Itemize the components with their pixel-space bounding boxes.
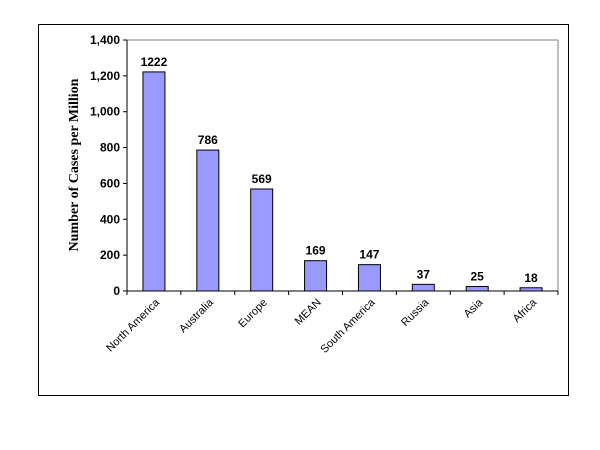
x-category-label: MEAN: [293, 297, 324, 328]
x-category-label: Asia: [462, 296, 486, 320]
y-tick-label: 1,200: [90, 69, 120, 83]
y-tick-label: 600: [100, 176, 120, 190]
data-label: 169: [306, 244, 326, 258]
y-tick-label: 0: [113, 284, 120, 298]
bar-mean: [304, 260, 328, 292]
x-category-label: Africa: [511, 296, 540, 325]
data-label: 786: [198, 133, 218, 147]
data-label: 147: [359, 248, 379, 262]
data-label: 1222: [141, 55, 168, 69]
bar-north-america: [142, 71, 166, 292]
x-category-label: Europe: [236, 297, 270, 331]
chart-frame: [38, 24, 569, 396]
bar-australia: [196, 149, 220, 292]
bar-europe: [250, 188, 274, 292]
y-tick-label: 200: [100, 248, 120, 262]
data-label: 25: [471, 270, 485, 284]
y-axis-label: Number of Cases per Million: [67, 78, 82, 251]
x-category-label: Russia: [399, 296, 432, 329]
bar-south-america: [357, 264, 381, 292]
y-tick-label: 1,000: [90, 105, 120, 119]
y-tick-label: 800: [100, 141, 120, 155]
data-label: 37: [417, 267, 431, 281]
bar-asia: [465, 286, 489, 292]
x-category-label: Australia: [177, 296, 216, 335]
x-category-label: South America: [318, 296, 378, 356]
data-label: 18: [524, 271, 538, 285]
data-label: 569: [252, 172, 272, 186]
y-tick-label: 400: [100, 212, 120, 226]
bar-russia: [411, 283, 435, 292]
x-category-label: North America: [104, 296, 162, 354]
bar-africa: [519, 287, 543, 292]
y-tick-label: 1,400: [90, 33, 120, 47]
